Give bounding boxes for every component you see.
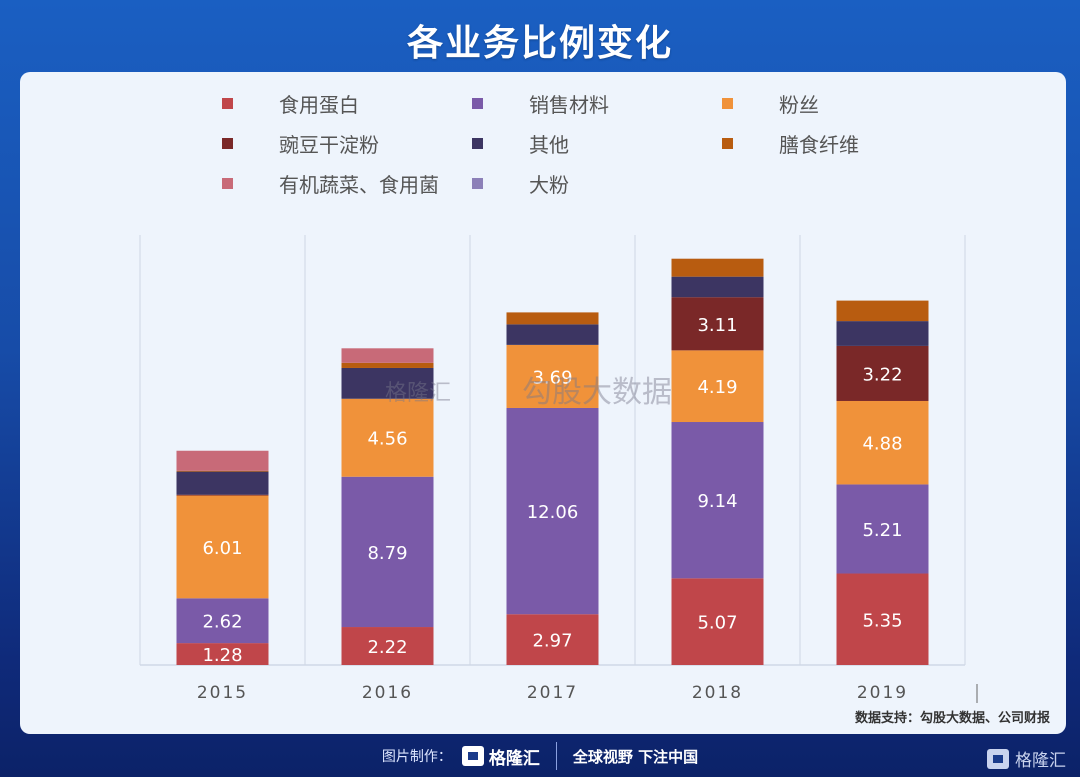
bar-segment bbox=[506, 312, 599, 325]
legend-item: 有机蔬菜、食用菌 bbox=[200, 170, 450, 197]
bar-segment bbox=[176, 598, 269, 644]
data-label: 8.79 bbox=[367, 543, 407, 564]
bar-segment bbox=[671, 276, 764, 298]
data-label: 4.19 bbox=[697, 377, 737, 398]
bar-segment bbox=[671, 578, 764, 665]
made-by-label: 图片制作： bbox=[381, 749, 452, 765]
legend-label: 膳食纤维 bbox=[779, 132, 859, 157]
legend-label: 豌豆干淀粉 bbox=[279, 132, 379, 157]
data-label: 4.88 bbox=[862, 434, 902, 455]
bar-segment bbox=[176, 470, 269, 472]
watermark-source: 勾股大数据 bbox=[522, 375, 672, 410]
bar-segment bbox=[341, 367, 434, 399]
data-label: 6.01 bbox=[202, 538, 242, 559]
page-title: 各业务比例变化 bbox=[406, 23, 673, 64]
legend-item: 销售材料 bbox=[450, 90, 700, 117]
bar-segment bbox=[506, 614, 599, 665]
bar-segment bbox=[176, 471, 269, 495]
data-label: 2.22 bbox=[367, 637, 407, 658]
legend-label: 有机蔬菜、食用菌 bbox=[279, 172, 439, 197]
bar-segment bbox=[341, 362, 434, 368]
brand-logo: 格隆汇 bbox=[461, 744, 540, 769]
legend-swatch-icon bbox=[722, 97, 733, 109]
bar-segment bbox=[671, 350, 764, 423]
bar-segment bbox=[836, 484, 929, 574]
x-tick-label: 2017 bbox=[527, 683, 578, 703]
bar-segment bbox=[506, 344, 599, 408]
legend-swatch-icon bbox=[222, 97, 233, 109]
chart-legend: 食用蛋白 销售材料 粉丝豌豆干淀粉 其他 膳食纤维有机蔬菜、食用菌 大粉 bbox=[200, 90, 900, 197]
footer-bar: 图片制作： 格隆汇 全球视野 下注中国 bbox=[0, 738, 1080, 774]
legend-swatch-icon bbox=[472, 137, 483, 149]
legend-item: 膳食纤维 bbox=[700, 130, 900, 157]
bar-segment bbox=[176, 450, 269, 471]
legend-swatch-icon bbox=[222, 137, 233, 149]
bar-segment bbox=[176, 643, 269, 665]
data-label: 4.56 bbox=[367, 429, 407, 450]
bar-segment bbox=[671, 422, 764, 579]
bar-segment bbox=[836, 573, 929, 665]
legend-item: 豌豆干淀粉 bbox=[200, 130, 450, 157]
legend-swatch-icon bbox=[722, 137, 733, 149]
legend-swatch-icon bbox=[472, 97, 483, 109]
bar-segment bbox=[671, 297, 764, 351]
bar-segment bbox=[836, 345, 929, 401]
legend-label: 其他 bbox=[529, 132, 569, 157]
bar-segment bbox=[506, 407, 599, 615]
data-label: 3.69 bbox=[532, 367, 572, 388]
logo-g-icon bbox=[461, 746, 484, 766]
bar-segment bbox=[176, 495, 269, 599]
legend-label: 销售材料 bbox=[529, 92, 609, 117]
watermark-brand: 格隆汇 bbox=[385, 381, 451, 406]
legend-label: 粉丝 bbox=[779, 92, 819, 117]
bar-segment bbox=[341, 627, 434, 665]
legend-swatch-icon bbox=[222, 177, 233, 189]
legend-item: 大粉 bbox=[450, 170, 700, 197]
bar-segment bbox=[836, 321, 929, 346]
bar-segment bbox=[176, 494, 269, 496]
legend-label: 食用蛋白 bbox=[279, 92, 359, 117]
bar-segment bbox=[341, 348, 434, 363]
data-label: 5.21 bbox=[862, 520, 902, 541]
corner-logo: 格隆汇 bbox=[987, 746, 1066, 771]
data-label: 3.11 bbox=[697, 315, 737, 336]
bar-segment bbox=[836, 300, 929, 322]
data-label: 12.06 bbox=[527, 502, 579, 523]
data-label: 5.35 bbox=[862, 610, 902, 631]
data-label: 3.22 bbox=[862, 364, 902, 385]
legend-item: 其他 bbox=[450, 130, 700, 157]
brand-name: 格隆汇 bbox=[488, 748, 540, 769]
data-label: 2.62 bbox=[202, 612, 242, 633]
bar-segment bbox=[506, 324, 599, 345]
legend-label: 大粉 bbox=[529, 172, 569, 197]
bar-segment bbox=[671, 258, 764, 277]
data-label: 2.97 bbox=[532, 631, 572, 652]
data-source-note: 数据支持：勾股大数据、公司财报 bbox=[854, 711, 1050, 726]
legend-item: 粉丝 bbox=[700, 90, 900, 117]
slogan: 全球视野 下注中国 bbox=[572, 747, 699, 766]
x-tick-label: 2016 bbox=[362, 683, 413, 703]
footer-divider bbox=[555, 742, 557, 770]
data-label: 9.14 bbox=[697, 491, 737, 512]
bar-segment bbox=[341, 476, 434, 628]
bar-segment bbox=[836, 400, 929, 485]
bar-segment bbox=[341, 398, 434, 477]
corner-brand-name: 格隆汇 bbox=[1015, 751, 1066, 771]
legend-swatch-icon bbox=[472, 177, 483, 189]
data-label: 1.28 bbox=[202, 645, 242, 666]
x-tick-label: 2019 bbox=[857, 683, 908, 703]
logo-g-icon bbox=[987, 748, 1009, 769]
data-label: 5.07 bbox=[697, 613, 737, 634]
x-tick-label: 2018 bbox=[692, 683, 743, 703]
legend-item: 食用蛋白 bbox=[200, 90, 450, 117]
x-tick-label: 2015 bbox=[197, 683, 248, 703]
